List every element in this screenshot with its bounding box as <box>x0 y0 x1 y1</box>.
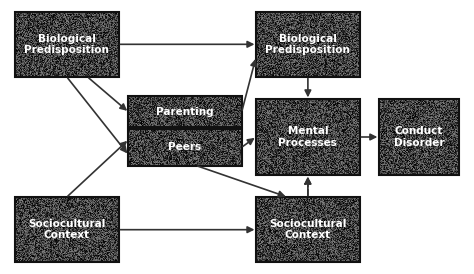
Bar <box>15 12 119 77</box>
Bar <box>379 99 459 175</box>
Bar <box>256 12 360 77</box>
Bar <box>15 197 119 262</box>
Bar <box>379 99 459 175</box>
Text: Mental
Processes: Mental Processes <box>278 126 337 148</box>
Bar <box>128 96 242 127</box>
Bar <box>15 197 119 262</box>
Bar <box>256 99 360 175</box>
Text: Sociocultural
Context: Sociocultural Context <box>28 219 106 241</box>
Text: Conduct
Disorder: Conduct Disorder <box>394 126 444 148</box>
Text: Peers: Peers <box>168 142 201 152</box>
Bar <box>256 12 360 77</box>
Bar <box>256 197 360 262</box>
Bar <box>128 129 242 165</box>
Bar <box>128 129 242 165</box>
Bar <box>128 96 242 127</box>
Text: Sociocultural
Context: Sociocultural Context <box>269 219 346 241</box>
Text: Biological
Predisposition: Biological Predisposition <box>25 33 109 55</box>
Bar <box>15 12 119 77</box>
Text: Parenting: Parenting <box>156 107 214 117</box>
Text: Biological
Predisposition: Biological Predisposition <box>265 33 350 55</box>
Bar <box>256 99 360 175</box>
Bar <box>256 197 360 262</box>
